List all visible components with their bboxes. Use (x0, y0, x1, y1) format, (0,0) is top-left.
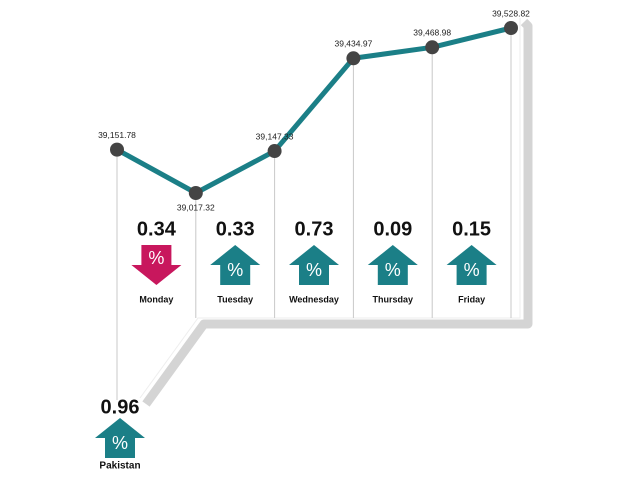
arrow (289, 245, 339, 285)
panel-edge (139, 18, 521, 399)
arrow-unit: % (464, 260, 480, 280)
value-label: 39,434.97 (334, 39, 372, 49)
value-label: 39,468.98 (413, 28, 451, 38)
value-label: 39,528.82 (492, 8, 530, 18)
change-label: 0.33 (216, 218, 255, 240)
arrow (95, 418, 145, 458)
change-label: 0.73 (295, 218, 334, 240)
arrow-unit: % (227, 260, 243, 280)
change-label: 0.34 (137, 218, 177, 240)
value-label: 39,017.32 (177, 202, 215, 212)
point (188, 186, 203, 200)
line (115, 25, 512, 196)
summary-value: 0.96 (101, 396, 140, 418)
panel-shadow (142, 18, 533, 407)
point (425, 40, 440, 55)
day-label: Thursday (373, 294, 414, 304)
day-label: Tuesday (217, 294, 253, 304)
change-label: 0.09 (373, 218, 412, 240)
change-label: 0.15 (452, 218, 491, 240)
day-label: Friday (458, 294, 485, 304)
day-label: Wednesday (289, 294, 339, 304)
summary-label: Pakistan (99, 461, 140, 472)
point (267, 144, 282, 159)
arrow (446, 245, 497, 285)
value-label: 39,147.33 (256, 131, 294, 141)
arrow (131, 245, 182, 285)
arrow-unit: % (306, 260, 322, 280)
day-label: Monday (139, 294, 173, 304)
value-label: 39,151.78 (98, 130, 136, 140)
point (110, 142, 124, 157)
point (504, 21, 518, 35)
arrow-unit: % (385, 260, 401, 280)
arrow (367, 245, 418, 285)
point (346, 51, 361, 66)
arrow-unit: % (112, 433, 128, 453)
arrow (210, 245, 261, 285)
arrow-unit: % (148, 248, 164, 268)
